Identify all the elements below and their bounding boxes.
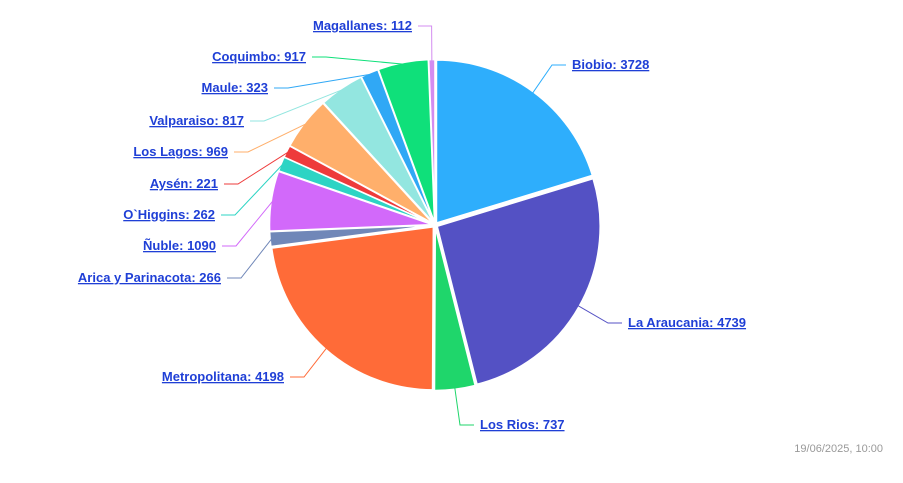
slice-labels: Biobio: 3728 La Araucania: 4739 Los Rios: … xyxy=(78,18,746,432)
slice-label[interactable]: La Araucania: 4739 xyxy=(628,315,746,330)
slice-label[interactable]: Aysén: 221 xyxy=(150,176,218,191)
connector-line xyxy=(227,238,272,279)
connector-line xyxy=(250,89,343,122)
slice-label[interactable]: Los Lagos: 969 xyxy=(133,144,228,159)
connector-line xyxy=(222,200,274,247)
connector-line xyxy=(234,123,307,153)
pie-slices xyxy=(268,58,601,392)
slice-label[interactable]: Coquimbo: 917 xyxy=(212,49,306,64)
slice-label[interactable]: O`Higgins: 262 xyxy=(123,207,215,222)
slice-label[interactable]: Maule: 323 xyxy=(202,80,268,95)
slice-label[interactable]: Los Rios: 737 xyxy=(480,417,565,432)
pie-slice-metropolitana[interactable] xyxy=(270,226,435,391)
connector-line xyxy=(312,56,404,65)
connector-line xyxy=(274,73,371,89)
slice-label[interactable]: Valparaiso: 817 xyxy=(149,113,244,128)
connector-line xyxy=(454,387,474,426)
connector-line xyxy=(290,347,327,378)
slice-label[interactable]: Biobio: 3728 xyxy=(572,57,649,72)
connector-line xyxy=(418,25,433,62)
label-connectors xyxy=(221,25,622,426)
slice-label[interactable]: Arica y Parinacota: 266 xyxy=(78,270,221,285)
slice-label[interactable]: Ñuble: 1090 xyxy=(143,238,216,253)
connector-line xyxy=(577,305,622,324)
timestamp: 19/06/2025, 10:00 xyxy=(794,443,883,455)
connector-line xyxy=(221,164,283,216)
pie-slice-los-lagos[interactable] xyxy=(288,102,434,225)
connector-line xyxy=(532,64,566,94)
slice-label[interactable]: Magallanes: 112 xyxy=(313,18,412,33)
slice-label[interactable]: Metropolitana: 4198 xyxy=(162,369,284,384)
connector-line xyxy=(224,151,289,185)
